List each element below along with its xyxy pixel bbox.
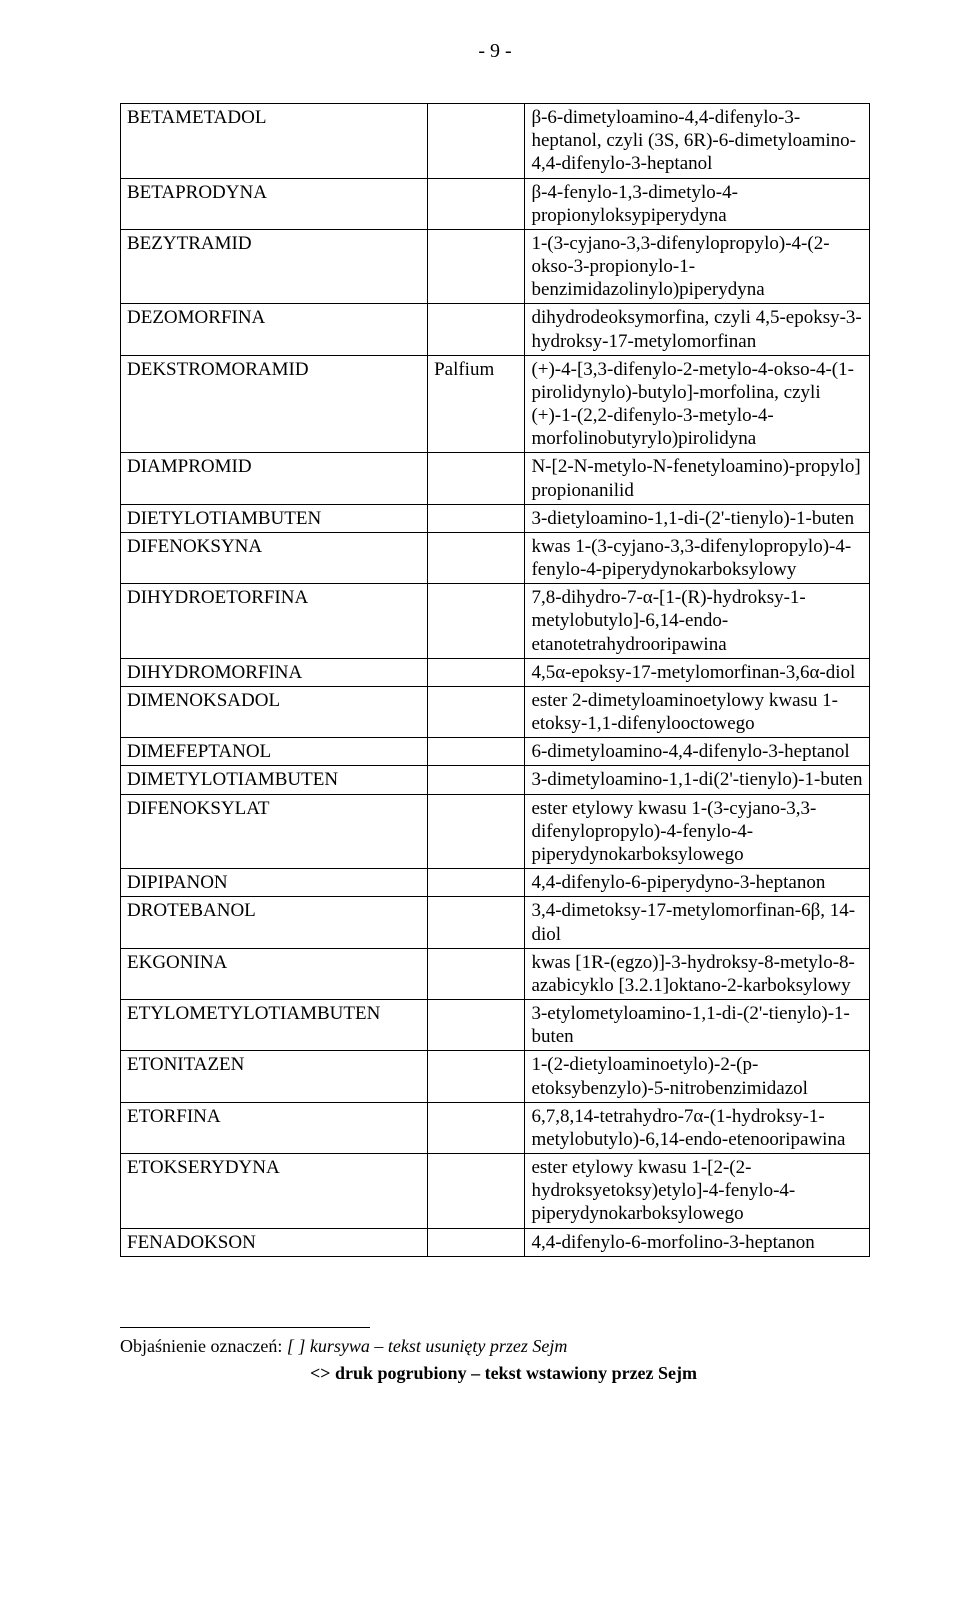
description-cell: 1-(2-dietyloaminoetylo)-2-(p-etoksybenzy…: [525, 1051, 870, 1102]
substance-name-cell: DIHYDROMORFINA: [121, 658, 428, 686]
description-cell: 6,7,8,14-tetrahydro-7α-(1-hydroksy-1-met…: [525, 1102, 870, 1153]
synonym-cell: [428, 738, 525, 766]
synonym-cell: [428, 304, 525, 355]
page-number: - 9 -: [120, 40, 870, 63]
table-row: DIETYLOTIAMBUTEN 3-dietyloamino-1,1-di-(2…: [121, 504, 870, 532]
description-cell: N-[2-N-metylo-N-fenetyloamino)-propylo] …: [525, 453, 870, 504]
description-cell: 4,5α-epoksy-17-metylomorfinan-3,6α-diol: [525, 658, 870, 686]
synonym-cell: [428, 178, 525, 229]
synonym-cell: [428, 686, 525, 737]
table-row: DIHYDROETORFINA 7,8-dihydro-7-α-[1-(R)-hy…: [121, 584, 870, 659]
footnote-bold-text: <> druk pogrubiony – tekst wstawiony prz…: [120, 1363, 870, 1384]
table-row: DIFENOKSYLAT ester etylowy kwasu 1-(3-cyj…: [121, 794, 870, 869]
table-row: FENADOKSON 4,4-difenylo-6-morfolino-3-hep…: [121, 1228, 870, 1256]
substance-name-cell: DIMEFEPTANOL: [121, 738, 428, 766]
synonym-cell: [428, 1051, 525, 1102]
substance-name-cell: ETOKSERYDYNA: [121, 1154, 428, 1229]
description-cell: 1-(3-cyjano-3,3-difenylopropylo)-4-(2-ok…: [525, 229, 870, 304]
substance-name-cell: BETAPRODYNA: [121, 178, 428, 229]
table-row: DEKSTROMORAMIDPalfium(+)-4-[3,3-difenylo…: [121, 355, 870, 453]
description-cell: kwas 1-(3-cyjano-3,3-difenylopropylo)-4-…: [525, 532, 870, 583]
description-cell: 6-dimetyloamino-4,4-difenylo-3-heptanol: [525, 738, 870, 766]
synonym-cell: [428, 104, 525, 179]
synonym-cell: [428, 532, 525, 583]
synonym-cell: [428, 658, 525, 686]
table-row: EKGONINA kwas [1R-(egzo)]-3-hydroksy-8-me…: [121, 948, 870, 999]
substance-name-cell: BEZYTRAMID: [121, 229, 428, 304]
table-row: DEZOMORFINA dihydrodeoksymorfina, czyli 4…: [121, 304, 870, 355]
description-cell: kwas [1R-(egzo)]-3-hydroksy-8-metylo-8-a…: [525, 948, 870, 999]
footnote-line: Objaśnienie oznaczeń: [ ] kursywa – teks…: [120, 1336, 870, 1357]
synonym-cell: [428, 766, 525, 794]
substance-name-cell: DIFENOKSYLAT: [121, 794, 428, 869]
table-row: DIMEFEPTANOL 6-dimetyloamino-4,4-difenylo…: [121, 738, 870, 766]
footnote-italic-text: [ ] kursywa – tekst usunięty przez Sejm: [287, 1336, 567, 1356]
substance-name-cell: ETORFINA: [121, 1102, 428, 1153]
synonym-cell: [428, 948, 525, 999]
table-row: DIPIPANON 4,4-difenylo-6-piperydyno-3-hep…: [121, 869, 870, 897]
table-row: DIMETYLOTIAMBUTEN 3-dimetyloamino-1,1-di(…: [121, 766, 870, 794]
table-row: DIHYDROMORFINA 4,5α-epoksy-17-metylomorfi…: [121, 658, 870, 686]
synonym-cell: [428, 1000, 525, 1051]
table-row: DROTEBANOL 3,4-dimetoksy-17-metylomorfina…: [121, 897, 870, 948]
substance-name-cell: DIAMPROMID: [121, 453, 428, 504]
substance-name-cell: DEKSTROMORAMID: [121, 355, 428, 453]
description-cell: 3,4-dimetoksy-17-metylomorfinan-6β, 14-d…: [525, 897, 870, 948]
description-cell: ester 2-dimetyloaminoetylowy kwasu 1-eto…: [525, 686, 870, 737]
substances-table: BETAMETADOL β-6-dimetyloamino-4,4-difenyl…: [120, 103, 870, 1257]
table-row: ETYLOMETYLOTIAMBUTEN 3-etylometyloamino-1…: [121, 1000, 870, 1051]
description-cell: 3-dietyloamino-1,1-di-(2'-tienylo)-1-but…: [525, 504, 870, 532]
substance-name-cell: EKGONINA: [121, 948, 428, 999]
synonym-cell: [428, 794, 525, 869]
synonym-cell: [428, 453, 525, 504]
table-row: DIAMPROMID N-[2-N-metylo-N-fenetyloamino)…: [121, 453, 870, 504]
substance-name-cell: DIMENOKSADOL: [121, 686, 428, 737]
synonym-cell: [428, 1154, 525, 1229]
description-cell: ester etylowy kwasu 1-(3-cyjano-3,3-dife…: [525, 794, 870, 869]
substance-name-cell: DIPIPANON: [121, 869, 428, 897]
synonym-cell: [428, 504, 525, 532]
substance-name-cell: DIHYDROETORFINA: [121, 584, 428, 659]
substance-name-cell: DIMETYLOTIAMBUTEN: [121, 766, 428, 794]
table-row: BETAPRODYNA β-4-fenylo-1,3-dimetylo-4-pro…: [121, 178, 870, 229]
table-row: ETORFINA 6,7,8,14-tetrahydro-7α-(1-hydrok…: [121, 1102, 870, 1153]
description-cell: 3-dimetyloamino-1,1-di(2'-tienylo)-1-but…: [525, 766, 870, 794]
description-cell: 4,4-difenylo-6-piperydyno-3-heptanon: [525, 869, 870, 897]
substance-name-cell: FENADOKSON: [121, 1228, 428, 1256]
table-row: DIFENOKSYNA kwas 1-(3-cyjano-3,3-difenylo…: [121, 532, 870, 583]
footnote-label: Objaśnienie oznaczeń:: [120, 1336, 282, 1356]
synonym-cell: [428, 897, 525, 948]
synonym-cell: Palfium: [428, 355, 525, 453]
description-cell: 3-etylometyloamino-1,1-di-(2'-tienylo)-1…: [525, 1000, 870, 1051]
description-cell: dihydrodeoksymorfina, czyli 4,5-epoksy-3…: [525, 304, 870, 355]
synonym-cell: [428, 869, 525, 897]
synonym-cell: [428, 1102, 525, 1153]
synonym-cell: [428, 1228, 525, 1256]
substance-name-cell: ETYLOMETYLOTIAMBUTEN: [121, 1000, 428, 1051]
substance-name-cell: BETAMETADOL: [121, 104, 428, 179]
table-row: ETONITAZEN 1-(2-dietyloaminoetylo)-2-(p-e…: [121, 1051, 870, 1102]
table-row: BEZYTRAMID 1-(3-cyjano-3,3-difenylopropyl…: [121, 229, 870, 304]
description-cell: (+)-4-[3,3-difenylo-2-metylo-4-okso-4-(1…: [525, 355, 870, 453]
synonym-cell: [428, 229, 525, 304]
page-container: - 9 - BETAMETADOL β-6-dimetyloamino-4,4-d…: [0, 0, 960, 1444]
description-cell: ester etylowy kwasu 1-[2-(2-hydroksyetok…: [525, 1154, 870, 1229]
synonym-cell: [428, 584, 525, 659]
table-row: DIMENOKSADOL ester 2-dimetyloaminoetylowy…: [121, 686, 870, 737]
substance-name-cell: DIETYLOTIAMBUTEN: [121, 504, 428, 532]
substance-name-cell: DROTEBANOL: [121, 897, 428, 948]
description-cell: 4,4-difenylo-6-morfolino-3-heptanon: [525, 1228, 870, 1256]
description-cell: β-4-fenylo-1,3-dimetylo-4-propionyloksyp…: [525, 178, 870, 229]
footnote-separator: [120, 1327, 370, 1328]
substance-name-cell: ETONITAZEN: [121, 1051, 428, 1102]
description-cell: 7,8-dihydro-7-α-[1-(R)-hydroksy-1-metylo…: [525, 584, 870, 659]
substance-name-cell: DIFENOKSYNA: [121, 532, 428, 583]
description-cell: β-6-dimetyloamino-4,4-difenylo-3-heptano…: [525, 104, 870, 179]
table-row: BETAMETADOL β-6-dimetyloamino-4,4-difenyl…: [121, 104, 870, 179]
substance-name-cell: DEZOMORFINA: [121, 304, 428, 355]
table-row: ETOKSERYDYNA ester etylowy kwasu 1-[2-(2-…: [121, 1154, 870, 1229]
